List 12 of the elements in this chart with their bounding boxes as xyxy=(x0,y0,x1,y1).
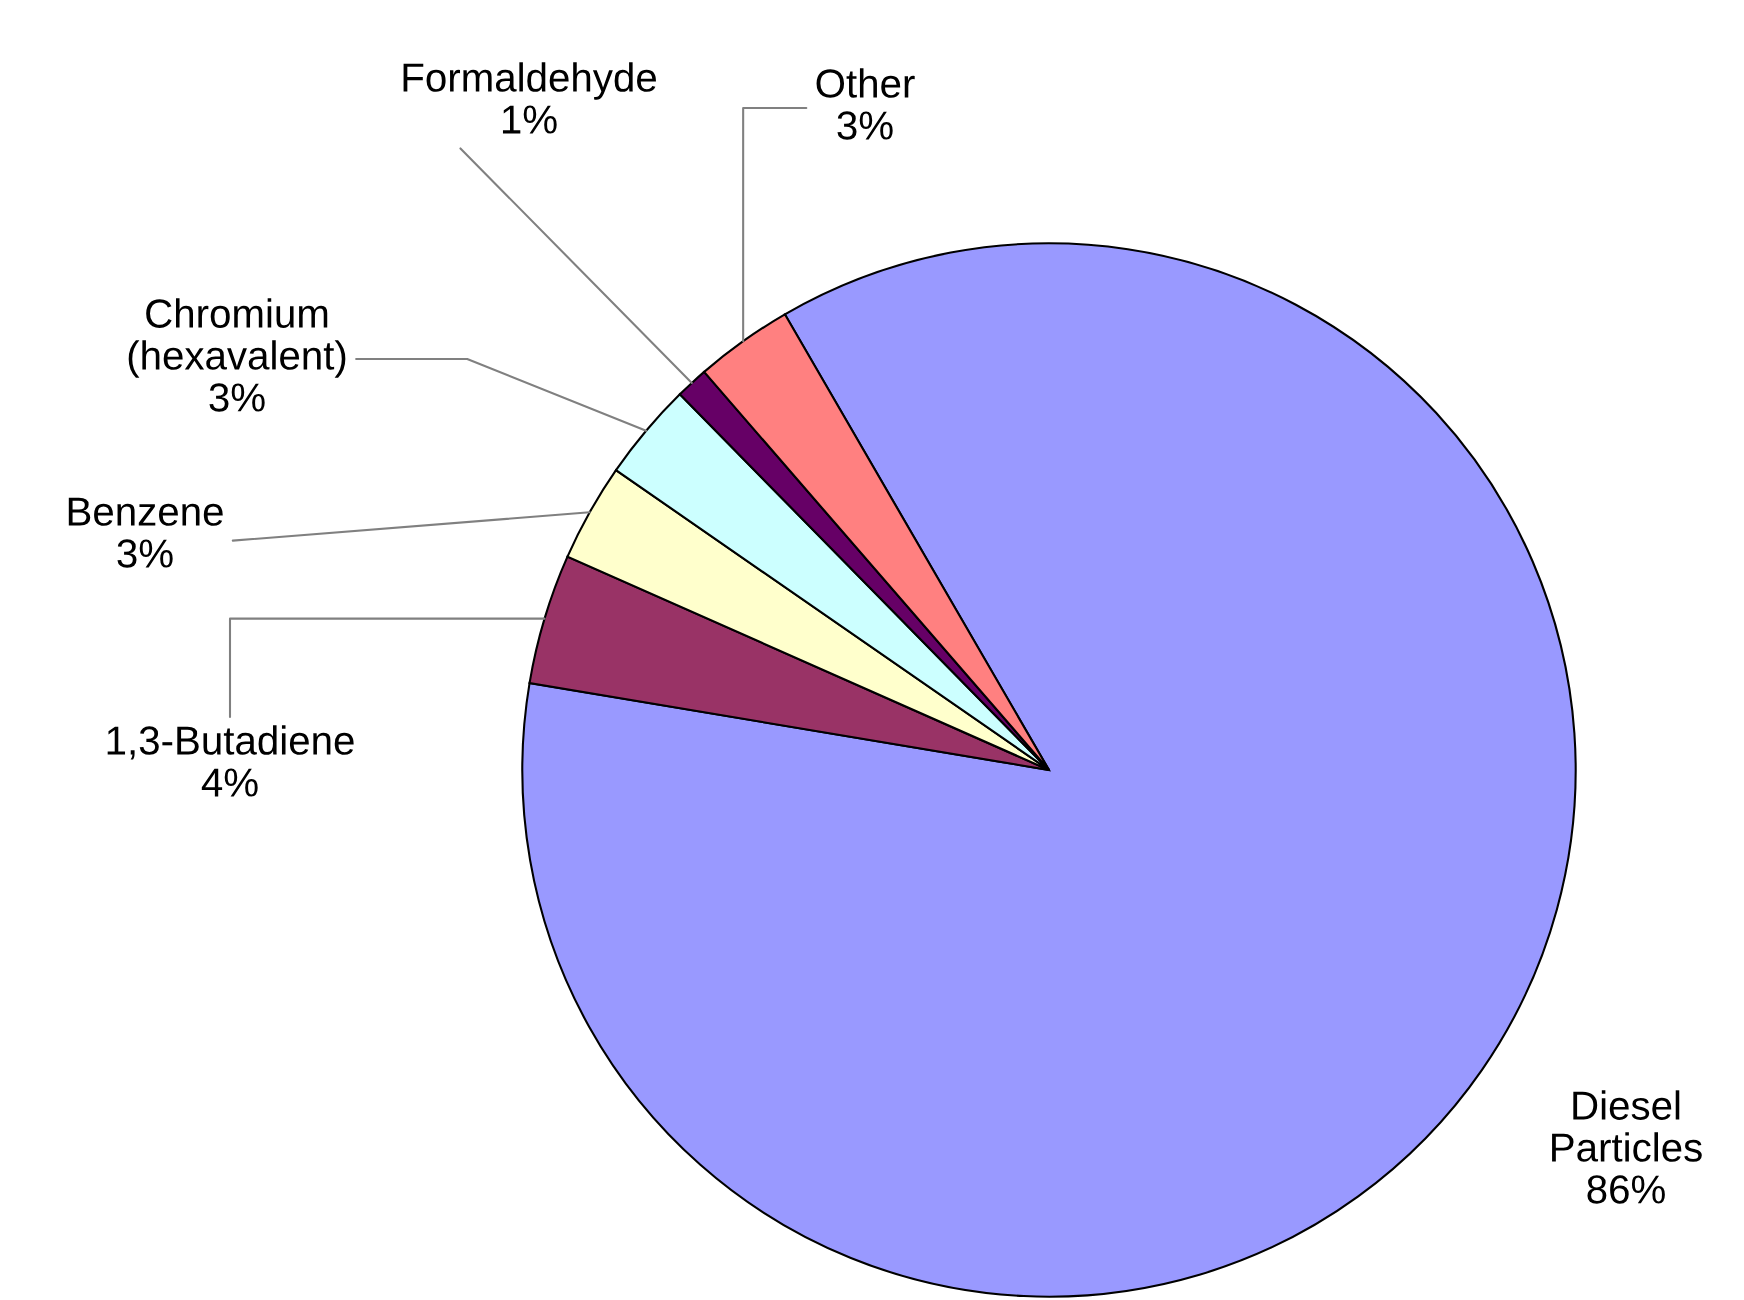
data-label: 3% xyxy=(209,383,265,412)
slice-label: Benzene xyxy=(68,497,223,526)
data-label: 3% xyxy=(117,539,173,568)
slice-label: Formaldehyde xyxy=(403,62,656,100)
slice-label: Diesel Particles xyxy=(1552,1090,1702,1162)
data-label: 3% xyxy=(837,111,893,140)
slice-label: 1,3-Butadiene xyxy=(107,725,354,760)
data-label: 4% xyxy=(201,768,258,797)
data-label: 86% xyxy=(1587,1175,1665,1204)
slice-label: Other xyxy=(816,68,915,98)
data-label: 1% xyxy=(502,105,557,134)
slice-label: Chromium (hexavalent) xyxy=(128,298,346,378)
